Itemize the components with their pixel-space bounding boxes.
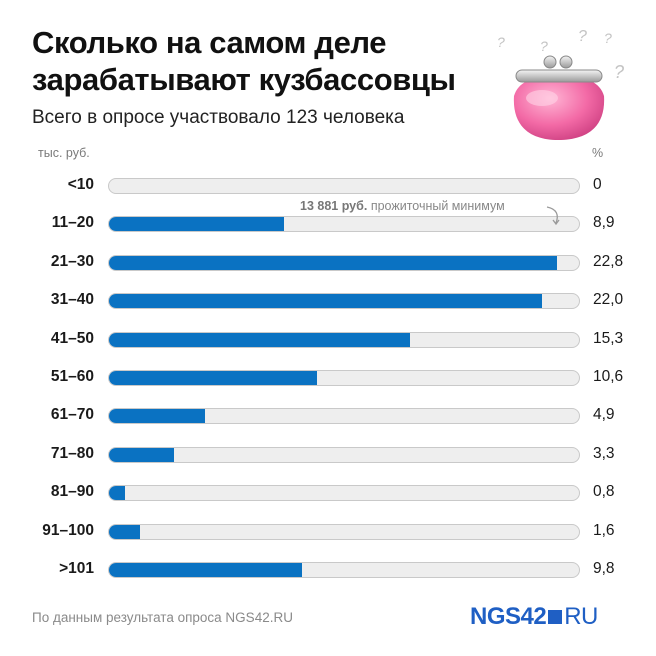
bar-track xyxy=(108,178,580,194)
bar-track xyxy=(108,370,580,386)
bar xyxy=(109,371,318,385)
value-label: 22,8 xyxy=(593,252,624,270)
annotation-amount: 13 881 руб. xyxy=(300,199,368,213)
bar-row: 11–20 8,9 xyxy=(0,212,656,236)
question-mark-icon: ? xyxy=(614,62,625,82)
bar-row: 71–80 3,3 xyxy=(0,443,656,467)
bar xyxy=(109,486,125,501)
category-label: 81–90 xyxy=(50,483,94,501)
bar-track xyxy=(108,293,580,310)
bar xyxy=(109,524,141,539)
y-axis-unit-label: тыс. руб. xyxy=(38,146,90,160)
category-label: 11–20 xyxy=(51,214,94,232)
category-label: 41–50 xyxy=(50,329,94,347)
value-label: 9,8 xyxy=(593,560,615,577)
category-label: 51–60 xyxy=(50,368,94,385)
bar xyxy=(109,409,206,424)
bar-track xyxy=(108,216,580,233)
value-label: 22,0 xyxy=(593,291,624,309)
bar xyxy=(109,294,542,309)
bar-track xyxy=(108,446,580,463)
value-label: 3,3 xyxy=(593,444,615,462)
bar-track xyxy=(108,408,580,425)
category-label: 31–40 xyxy=(50,291,94,309)
category-label: 91–100 xyxy=(42,521,94,539)
value-label: 0 xyxy=(593,176,602,193)
logo-square-icon xyxy=(548,609,563,624)
bar-row: 91–100 1,6 xyxy=(0,520,656,544)
bar xyxy=(109,217,285,232)
bar-row: 21–30 22,8 xyxy=(0,251,656,275)
pink-purse-icon xyxy=(513,55,605,140)
question-mark-icon: ? xyxy=(497,34,505,50)
category-label: 21–30 xyxy=(50,252,94,270)
bar xyxy=(109,255,558,270)
bar-track xyxy=(108,562,580,578)
question-mark-icon: ? xyxy=(604,30,612,46)
bar xyxy=(109,563,302,577)
ngs42-logo: NGS42 RU xyxy=(470,603,598,631)
bar xyxy=(109,447,174,462)
category-label: 61–70 xyxy=(50,406,94,424)
value-unit-label: % xyxy=(592,146,604,160)
annotation-arrow-icon xyxy=(546,206,560,226)
logo-domain: RU xyxy=(564,603,598,630)
value-label: 15,3 xyxy=(593,329,624,347)
subsistence-minimum-annotation: 13 881 руб. прожиточный минимум xyxy=(300,199,505,213)
annotation-text: прожиточный минимум xyxy=(370,199,505,213)
bar-track xyxy=(108,331,580,348)
bar xyxy=(109,332,410,347)
bar-row: 51–60 10,6 xyxy=(0,366,656,390)
chart-title: Сколько на самом деле зарабатывают кузба… xyxy=(32,25,456,97)
category-label: <10 xyxy=(67,176,94,193)
source-note: По данным результата опроса NGS42.RU xyxy=(32,610,293,625)
bar-track xyxy=(108,254,580,271)
bar-row: 31–40 22,0 xyxy=(0,289,656,313)
question-mark-icon: ? xyxy=(540,38,548,54)
value-label: 10,6 xyxy=(593,368,624,385)
bar-row: 41–50 15,3 xyxy=(0,328,656,352)
bar-track xyxy=(108,523,580,540)
value-label: 0,8 xyxy=(593,483,615,501)
chart-subtitle: Всего в опросе участвовало 123 человека xyxy=(32,107,405,128)
bar-row: 61–70 4,9 xyxy=(0,404,656,428)
logo-text: NGS42 xyxy=(470,603,547,630)
value-label: 4,9 xyxy=(593,406,615,424)
value-label: 8,9 xyxy=(593,214,615,232)
bar-row: <10 0 xyxy=(0,174,656,198)
category-label: 71–80 xyxy=(50,444,94,462)
value-label: 1,6 xyxy=(593,521,615,539)
question-mark-icon: ? xyxy=(578,28,587,45)
bar-track xyxy=(108,485,580,502)
category-label: >101 xyxy=(59,560,94,577)
bar-row: >101 9,8 xyxy=(0,558,656,582)
bar-row: 81–90 0,8 xyxy=(0,481,656,505)
